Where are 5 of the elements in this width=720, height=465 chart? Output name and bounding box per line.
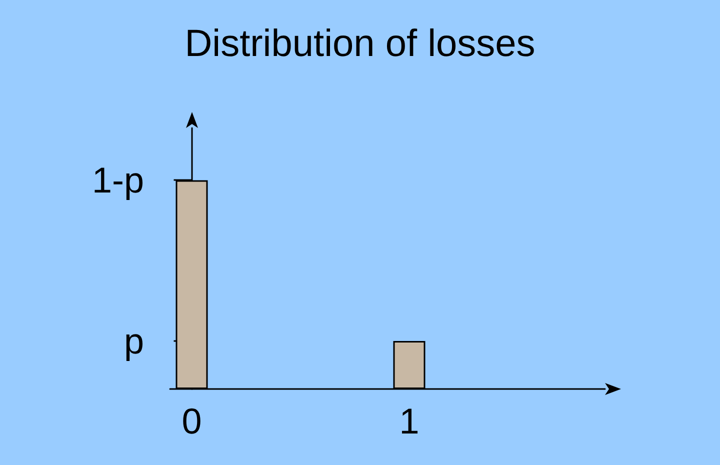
text: 1-p — [92, 160, 144, 201]
text: p — [124, 320, 144, 362]
chart-title: Distribution of losses — [184, 23, 536, 65]
x-tick-label: 1 — [399, 400, 420, 442]
x-tick-label: 0 — [182, 400, 202, 442]
